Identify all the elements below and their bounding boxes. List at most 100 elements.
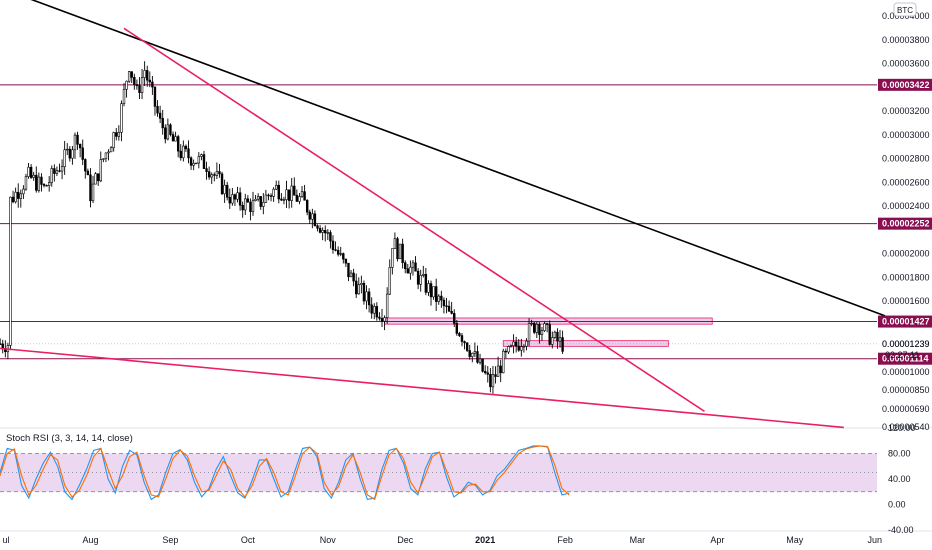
candle: [182, 140, 185, 162]
candle-body: [362, 282, 366, 302]
candle-body: [148, 79, 151, 83]
candle: [404, 260, 407, 274]
candle-body: [429, 283, 433, 298]
candle: [27, 162, 30, 179]
candle-body: [414, 262, 417, 272]
candle: [375, 302, 379, 321]
candle: [305, 199, 309, 216]
time-tick-label: May: [786, 535, 804, 545]
stoch-rsi-title[interactable]: Stoch RSI (3, 3, 14, 14, close): [6, 433, 133, 444]
candle-body: [27, 166, 30, 177]
price-axis[interactable]: 0.000040000.000038000.000036000.00003200…: [882, 11, 930, 432]
candle-body: [370, 304, 373, 314]
candle-body: [499, 365, 502, 374]
candle-body: [161, 117, 164, 129]
candle: [553, 330, 557, 340]
candle-body: [262, 202, 265, 207]
candle: [68, 146, 72, 162]
candle: [543, 321, 546, 333]
candle-body: [324, 230, 327, 234]
candle: [81, 139, 84, 166]
candle: [9, 196, 12, 351]
candle: [344, 258, 348, 267]
candle: [73, 132, 77, 159]
candle-body: [520, 346, 523, 351]
candle: [496, 356, 500, 377]
candle: [362, 280, 366, 305]
candle-body: [176, 136, 180, 152]
candle: [53, 164, 56, 182]
candle: [316, 224, 319, 232]
candle-body: [130, 71, 133, 78]
candle: [14, 187, 17, 204]
candle: [269, 193, 273, 202]
candle-body: [483, 371, 487, 374]
candle: [133, 73, 136, 90]
candle: [241, 201, 244, 218]
candle-body: [509, 345, 513, 347]
candle: [385, 287, 389, 324]
candle-body: [491, 374, 495, 388]
candle: [313, 210, 317, 227]
price-tick-label: 0.00002800: [882, 154, 930, 164]
price-tags: 0.00003422 0.00002252 0.00001427 0.00001114…: [878, 78, 932, 365]
candle-body: [35, 174, 38, 191]
candle-body: [210, 174, 213, 178]
candle: [207, 166, 211, 180]
candle: [471, 352, 474, 363]
candle: [122, 83, 126, 107]
candle-body: [195, 162, 198, 165]
candle-body: [109, 147, 113, 153]
candle: [540, 326, 544, 341]
candle: [24, 173, 28, 191]
candle-body: [535, 324, 539, 333]
candle-body: [71, 149, 74, 159]
candle: [107, 149, 110, 161]
pink-lower-support-line[interactable]: [0, 347, 844, 429]
candle: [398, 243, 402, 260]
candle-body: [357, 284, 360, 295]
candle-body: [298, 196, 301, 202]
candle: [246, 195, 250, 203]
candle-body: [548, 324, 551, 345]
lower-resistance-zone[interactable]: [502, 340, 669, 347]
candle-body: [300, 191, 304, 197]
candle-body: [202, 154, 206, 169]
candle-body: [486, 372, 489, 375]
candle-body: [354, 280, 358, 295]
candle: [324, 225, 327, 242]
candle: [383, 315, 386, 331]
candle-body: [398, 243, 402, 260]
candle: [548, 320, 551, 346]
candle-body: [19, 193, 22, 199]
candle-body: [558, 337, 562, 342]
candle: [94, 172, 97, 185]
candle: [465, 342, 469, 353]
candle-body: [86, 170, 90, 176]
candle: [455, 319, 459, 336]
time-axis[interactable]: ul Aug Sep Oct Nov Dec 2021 Feb Mar Apr May Jun: [2, 535, 882, 545]
price-line-label-3: 0.00001427: [882, 317, 930, 327]
candle: [223, 179, 226, 203]
horizontal-price-lines: [0, 84, 877, 360]
candle-body: [272, 188, 275, 197]
symbol-badge[interactable]: BTC: [893, 2, 917, 17]
candle-body: [388, 267, 391, 295]
candle: [491, 365, 495, 394]
candle-body: [156, 106, 159, 114]
candle: [89, 168, 92, 208]
candle-body: [14, 191, 17, 203]
candle: [504, 348, 508, 359]
candle-body: [540, 330, 544, 335]
candle: [35, 166, 38, 193]
candle-body: [553, 331, 557, 338]
candle-body: [50, 168, 53, 183]
candle: [512, 334, 515, 354]
pink-descending-trendline[interactable]: [123, 27, 705, 413]
candle-body: [182, 145, 185, 159]
candle: [447, 300, 451, 312]
candle: [440, 290, 443, 308]
candle: [378, 312, 381, 321]
candle: [192, 159, 195, 171]
